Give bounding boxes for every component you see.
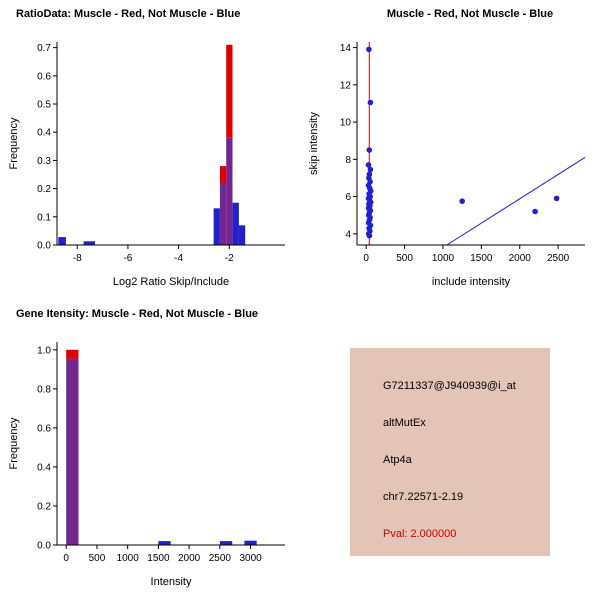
hist-bar [226,137,233,245]
probe-id-text: G7211337@J940939@i_at [383,380,516,392]
y-tick-label: 0.0 [37,541,51,552]
panel-info: G7211337@J940939@i_at altMutEx Atp4a chr… [300,300,600,600]
data-point [366,232,373,239]
y-tick-label: 0.4 [37,128,51,139]
panel-ratio-histogram: -8 -6 -4 -2 0.0 0.1 0.2 0.3 0.4 0.5 0.6 0.7 Log2 Rat… [0,0,300,300]
y-tick-label: 0.2 [37,184,51,195]
y-tick-label: 6 [345,192,351,203]
x-axis-label: include intensity [432,276,511,288]
x-tick-label: 500 [89,553,106,564]
x-tick-label: 1500 [470,253,493,264]
x-tick-label: -6 [123,253,132,264]
x-tick-label: 2000 [178,553,201,564]
y-tick-label: 0.6 [37,423,51,434]
data-point [459,198,465,204]
data-point [366,46,372,53]
ratio-histogram-plot: -8 -6 -4 -2 0.0 0.1 0.2 0.3 0.4 0.5 0.6 0.7 Log2 Rat… [8,42,285,288]
data-point [365,162,372,168]
intensity-scatter-plot: 0 500 1000 1500 2000 2500 4 6 8 10 12 14 include int… [308,42,586,288]
x-tick-label: 0 [63,553,69,564]
data-point [532,208,538,215]
gene-intensity-histogram-title: Gene Itensity: Muscle - Red, Not Muscle … [16,308,259,320]
hist-bar [158,541,171,545]
info-box: G7211337@J940939@i_at altMutEx Atp4a chr… [350,348,550,556]
y-tick-label: 0.3 [37,156,51,167]
x-tick-label: -8 [73,253,82,264]
hist-bar [213,208,220,245]
hist-bar [66,349,79,359]
y-tick-label: 0.7 [37,43,51,54]
panel-gene-intensity-histogram: 0 500 1000 1500 2000 2500 3000 0.0 0.2 0.4 0.6 0.8 1… [0,300,300,600]
intensity-scatter-title: Muscle - Red, Not Muscle - Blue [386,8,554,20]
y-tick-label: 0.4 [37,462,51,473]
y-tick-label: 0.5 [37,100,51,111]
event-type-text: altMutEx [383,417,426,429]
x-tick-label: -4 [174,253,183,264]
hist-bar [244,540,257,545]
y-axis-label: Frequency [8,117,20,169]
hist-bar [238,225,246,245]
x-tick-label: 500 [396,253,413,264]
trend-line [446,157,586,246]
x-axis-label: Intensity [151,576,192,588]
hist-bar [83,241,95,245]
hist-bar [226,44,233,138]
x-tick-label: 2000 [509,253,532,264]
y-tick-label: 0.8 [37,384,51,395]
y-tick-label: 0.6 [37,71,51,82]
y-tick-label: 0.0 [37,241,51,252]
x-tick-label: -2 [225,253,234,264]
data-point [553,195,560,202]
x-tick-label: 2500 [547,253,570,264]
hist-bar [219,166,227,183]
panel-intensity-scatter: 0 500 1000 1500 2000 2500 4 6 8 10 12 14 include int… [300,0,600,300]
hist-bar [232,202,239,245]
data-point [366,147,373,153]
x-tick-label: 1500 [147,553,170,564]
hist-bar [66,358,79,545]
y-tick-label: 8 [345,155,351,166]
y-tick-label: 1.0 [37,345,51,356]
y-axis-label: skip intensity [308,112,320,175]
hist-bar [219,183,227,245]
data-point [367,166,374,173]
y-tick-label: 0.2 [37,501,51,512]
y-tick-label: 10 [340,118,352,129]
locus-text: chr7.22571-2.19 [383,491,464,503]
gene-symbol-text: Atp4a [383,454,412,466]
x-tick-label: 1000 [432,253,455,264]
x-tick-label: 2500 [209,553,232,564]
hist-bar [58,237,66,245]
x-tick-label: 3000 [239,553,262,564]
hist-bar [219,541,233,545]
pval-text: Pval: 2.000000 [383,528,457,540]
ratio-histogram-title: RatioData: Muscle - Red, Not Muscle - Bl… [16,8,241,20]
y-tick-label: 4 [345,229,351,240]
x-tick-label: 1000 [117,553,140,564]
x-axis-label: Log2 Ratio Skip/Include [113,276,229,288]
data-point [367,99,374,106]
x-tick-label: 0 [363,253,369,264]
y-axis-label: Frequency [8,417,20,469]
gene-intensity-histogram-plot: 0 500 1000 1500 2000 2500 3000 0.0 0.2 0.4 0.6 0.8 1… [8,342,285,588]
y-tick-label: 12 [340,80,352,91]
y-tick-label: 14 [340,43,352,54]
y-tick-label: 0.1 [37,212,51,223]
